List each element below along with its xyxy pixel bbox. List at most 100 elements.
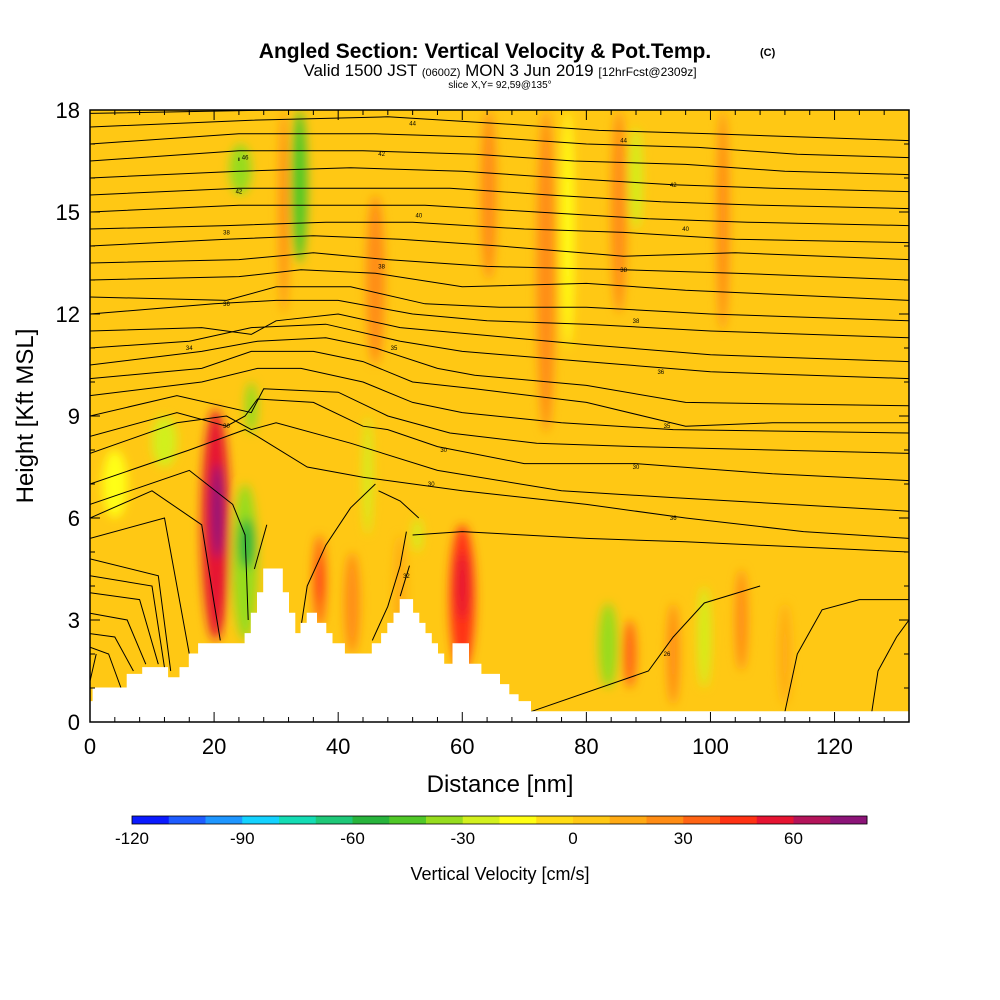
isentrope-label: 35 bbox=[391, 346, 398, 352]
isentrope-label: 30 bbox=[428, 482, 435, 488]
isentrope-label: 35 bbox=[664, 424, 671, 430]
isentrope-line bbox=[90, 575, 165, 668]
velocity-cell bbox=[561, 110, 574, 348]
colorbar: -120 -90 -60 -30 0 30 60 bbox=[115, 815, 868, 848]
velocity-cell bbox=[344, 552, 360, 654]
x-tick-label: 60 bbox=[450, 734, 474, 759]
x-tick-label: 40 bbox=[326, 734, 350, 759]
velocity-cell bbox=[316, 558, 323, 604]
isentrope-label: 36 bbox=[670, 516, 677, 522]
colorbar-swatch bbox=[756, 816, 794, 824]
isentrope-line bbox=[90, 646, 122, 689]
velocity-cell bbox=[363, 416, 373, 535]
colorbar-frame bbox=[131, 815, 868, 825]
colorbar-label: Vertical Velocity [cm/s] bbox=[410, 864, 589, 884]
velocity-cell bbox=[102, 450, 128, 518]
colorbar-swatch bbox=[389, 816, 427, 824]
chart-title: Angled Section: Vertical Velocity & Pot.… bbox=[259, 40, 711, 63]
colorbar-swatch bbox=[830, 816, 868, 824]
forecast-info: [12hrFcst@2309z] bbox=[598, 65, 696, 79]
isentrope-line bbox=[90, 429, 909, 539]
colorbar-swatch bbox=[352, 816, 390, 824]
colorbar-tick-label: 0 bbox=[568, 829, 577, 848]
isentrope-line bbox=[90, 517, 190, 655]
valid-prefix: Valid 1500 JST bbox=[303, 61, 417, 80]
colorbar-tick-label: 60 bbox=[784, 829, 803, 848]
colorbar-swatch bbox=[462, 816, 500, 824]
isentrope-label: 44 bbox=[620, 139, 627, 145]
isentrope-line bbox=[90, 110, 413, 114]
isentrope-line bbox=[90, 299, 909, 339]
isentrope-label: 44 bbox=[409, 122, 416, 128]
y-tick-label: 0 bbox=[68, 710, 80, 735]
isentrope-label: 30 bbox=[223, 424, 230, 430]
isentrope-line bbox=[90, 204, 909, 227]
velocity-cell bbox=[629, 127, 643, 229]
isentrope-line bbox=[90, 150, 909, 176]
isentrope-label: 30 bbox=[633, 465, 640, 471]
isentrope-line bbox=[90, 286, 909, 322]
valid-date: MON 3 Jun 2019 bbox=[465, 61, 594, 80]
colorbar-swatch bbox=[536, 816, 574, 824]
colorbar-swatch bbox=[499, 816, 537, 824]
x-tick-label: 0 bbox=[84, 734, 96, 759]
isentrope-line bbox=[90, 367, 909, 434]
y-tick-label: 9 bbox=[68, 404, 80, 429]
isentrope-line bbox=[90, 633, 134, 672]
velocity-cell bbox=[456, 552, 469, 620]
colorbar-swatch bbox=[426, 816, 464, 824]
colorbar-swatch bbox=[573, 816, 611, 824]
y-tick-label: 3 bbox=[68, 608, 80, 633]
velocity-cell bbox=[778, 603, 792, 705]
isentrope-label: 42 bbox=[378, 152, 385, 158]
isentrope-line bbox=[378, 490, 420, 519]
valid-utc: (0600Z) bbox=[422, 67, 461, 79]
isentrope-line bbox=[530, 585, 761, 713]
isentrope-line bbox=[90, 490, 221, 641]
isentrope-line bbox=[90, 323, 909, 380]
isentrope-label: 46 bbox=[242, 156, 249, 162]
isentrope-line bbox=[90, 592, 159, 665]
x-tick-label: 20 bbox=[202, 734, 226, 759]
velocity-cell bbox=[279, 110, 289, 314]
isentrope-contours: 32 36 30 30 30 35 30 34 36 35 36 38 38 38 38 40 40 42 42 42… bbox=[90, 110, 909, 713]
terrain-mask bbox=[90, 568, 909, 722]
colorbar-swatch bbox=[168, 816, 206, 824]
y-tick-label: 12 bbox=[56, 302, 80, 327]
isentrope-line bbox=[90, 221, 909, 244]
velocity-cell bbox=[366, 195, 385, 365]
y-tick-label: 6 bbox=[68, 506, 80, 531]
colorbar-swatch bbox=[720, 816, 758, 824]
isentrope-line bbox=[90, 558, 172, 672]
colorbar-swatch bbox=[646, 816, 684, 824]
isentrope-label: 36 bbox=[657, 370, 664, 376]
isentrope-line bbox=[90, 313, 909, 363]
isentrope-line bbox=[90, 133, 909, 159]
isentrope-line bbox=[399, 565, 410, 597]
isentrope-line bbox=[871, 619, 909, 712]
isentrope-label: 34 bbox=[186, 346, 193, 352]
isentrope-line bbox=[90, 469, 249, 621]
colorbar-tick-label: -120 bbox=[115, 829, 149, 848]
isentrope-label: 40 bbox=[682, 227, 689, 233]
isentrope-label: 38 bbox=[378, 264, 385, 270]
colorbar-tick-label: 30 bbox=[674, 829, 693, 848]
colorbar-swatch bbox=[279, 816, 317, 824]
velocity-cell bbox=[229, 144, 252, 195]
velocity-cell bbox=[716, 110, 730, 331]
x-tick-label: 100 bbox=[692, 734, 729, 759]
isentrope-line bbox=[90, 337, 909, 407]
velocity-cell bbox=[735, 569, 748, 671]
isentrope-label: 30 bbox=[440, 448, 447, 454]
y-tick-label: 15 bbox=[56, 200, 80, 225]
x-axis-label: Distance [nm] bbox=[427, 771, 574, 798]
isentrope-label: 36 bbox=[223, 302, 230, 308]
isentrope-line bbox=[90, 252, 909, 281]
isentrope-label: 38 bbox=[223, 230, 230, 236]
colorbar-swatch bbox=[242, 816, 280, 824]
velocity-cell bbox=[698, 586, 711, 688]
velocity-cell bbox=[598, 603, 618, 688]
isentrope-line bbox=[90, 350, 909, 427]
